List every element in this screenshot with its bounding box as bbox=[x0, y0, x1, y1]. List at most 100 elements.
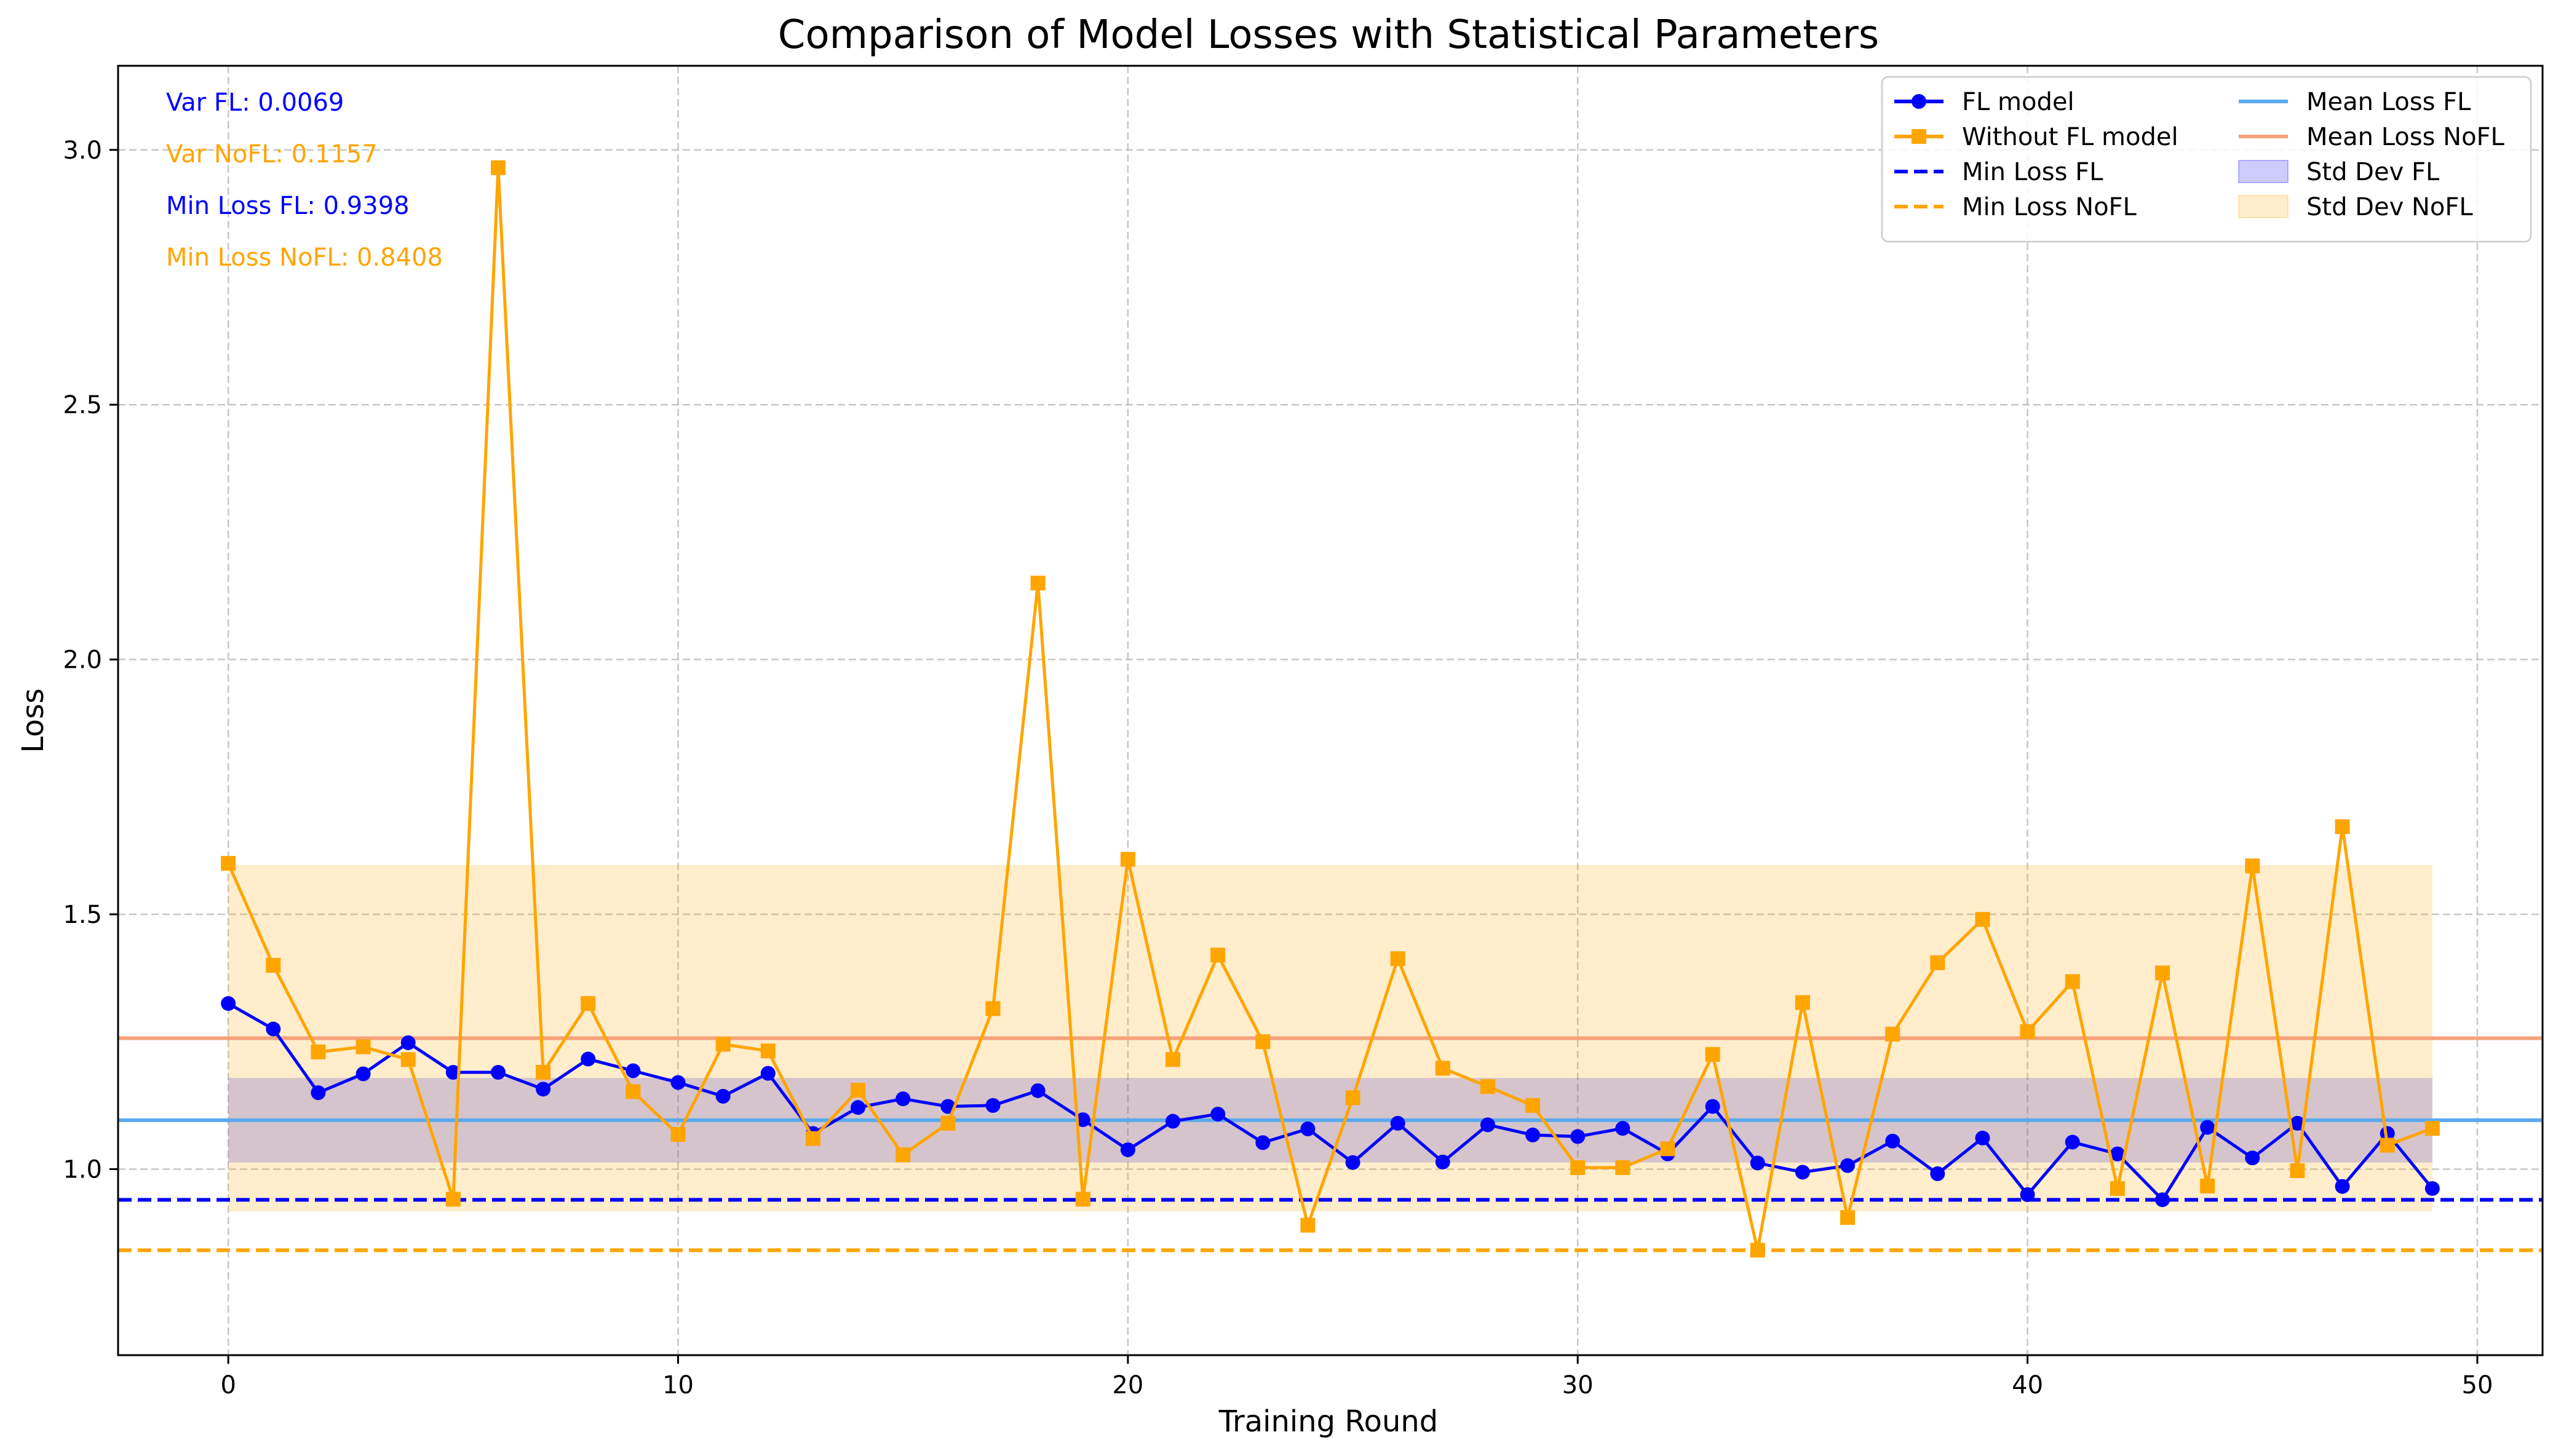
data-point bbox=[2200, 1120, 2215, 1135]
data-point bbox=[2065, 974, 2080, 989]
data-point bbox=[1930, 955, 1945, 970]
data-point bbox=[445, 1192, 461, 1207]
data-point bbox=[1345, 1090, 1360, 1106]
data-point bbox=[1750, 1243, 1765, 1258]
data-point bbox=[2200, 1178, 2215, 1193]
x-tick-label: 10 bbox=[662, 1371, 694, 1399]
data-point bbox=[1120, 852, 1135, 867]
data-point bbox=[940, 1115, 956, 1131]
legend-marker bbox=[1912, 129, 1926, 144]
data-point bbox=[400, 1052, 416, 1067]
data-point bbox=[2020, 1187, 2035, 1202]
data-point bbox=[670, 1075, 686, 1090]
legend-label: Mean Loss FL bbox=[2306, 88, 2471, 116]
data-point bbox=[221, 996, 236, 1011]
data-point bbox=[400, 1035, 416, 1050]
data-point bbox=[715, 1088, 731, 1104]
data-point bbox=[355, 1039, 371, 1054]
legend-label: Min Loss FL bbox=[1962, 158, 2103, 186]
data-point bbox=[985, 1001, 1001, 1016]
data-point bbox=[851, 1100, 866, 1115]
chart-title: Comparison of Model Losses with Statisti… bbox=[778, 12, 1880, 58]
data-point bbox=[1840, 1210, 1856, 1225]
x-tick-label: 30 bbox=[1562, 1371, 1594, 1399]
data-point bbox=[311, 1085, 326, 1101]
data-point bbox=[536, 1064, 551, 1080]
legend-box bbox=[1881, 76, 2532, 243]
y-axis-label: Loss bbox=[16, 688, 50, 753]
series-line bbox=[226, 166, 2433, 1252]
data-point bbox=[1165, 1114, 1181, 1129]
data-point bbox=[1615, 1121, 1630, 1136]
data-point bbox=[1300, 1121, 1316, 1136]
legend-label: Min Loss NoFL bbox=[1962, 193, 2137, 221]
plot-content bbox=[118, 160, 2543, 1258]
data-point bbox=[715, 1037, 731, 1052]
data-point bbox=[1660, 1141, 1675, 1157]
y-tick-label: 2.0 bbox=[63, 646, 102, 675]
axes-frame bbox=[117, 65, 2544, 1356]
legend-label: Without FL model bbox=[1962, 123, 2178, 151]
data-point bbox=[1255, 1034, 1271, 1050]
data-point bbox=[266, 957, 281, 973]
data-point bbox=[1840, 1158, 1856, 1173]
data-point bbox=[2065, 1134, 2080, 1150]
data-point bbox=[1300, 1217, 1316, 1233]
data-point bbox=[1705, 1099, 1720, 1114]
data-point bbox=[1390, 1115, 1405, 1131]
data-point bbox=[221, 856, 236, 871]
data-point bbox=[2380, 1138, 2395, 1153]
stat-annotation: Min Loss FL: 0.9398 bbox=[166, 192, 410, 220]
data-point bbox=[760, 1066, 776, 1081]
data-point bbox=[1570, 1129, 1586, 1144]
data-point bbox=[581, 1051, 596, 1067]
x-axis-label: Training Round bbox=[1218, 1404, 1439, 1439]
data-point bbox=[311, 1044, 326, 1059]
data-point bbox=[536, 1082, 551, 1097]
data-point bbox=[2290, 1163, 2305, 1178]
data-point bbox=[1120, 1142, 1135, 1157]
legend-swatch bbox=[2238, 195, 2289, 218]
legend-label: Std Dev FL bbox=[2306, 158, 2440, 186]
data-point bbox=[1795, 1165, 1810, 1180]
data-point bbox=[1930, 1166, 1945, 1181]
legend-label: Mean Loss NoFL bbox=[2306, 123, 2505, 151]
data-point bbox=[1075, 1192, 1090, 1207]
data-point bbox=[670, 1127, 686, 1142]
data-point bbox=[1615, 1160, 1630, 1175]
data-point bbox=[490, 160, 506, 175]
data-point bbox=[2424, 1121, 2440, 1136]
data-point bbox=[1255, 1135, 1271, 1150]
data-point bbox=[1435, 1154, 1450, 1169]
data-point bbox=[805, 1131, 820, 1146]
data-point bbox=[2155, 1192, 2170, 1208]
data-point bbox=[625, 1084, 641, 1099]
data-point bbox=[1435, 1061, 1450, 1076]
legend-marker bbox=[1912, 94, 1926, 109]
data-point bbox=[1480, 1117, 1495, 1133]
y-tick-label: 1.0 bbox=[63, 1155, 102, 1184]
data-point bbox=[2335, 819, 2350, 834]
stat-annotation: Min Loss NoFL: 0.8408 bbox=[166, 243, 443, 272]
data-point bbox=[355, 1066, 371, 1082]
data-point bbox=[2424, 1181, 2440, 1196]
x-tick-label: 20 bbox=[1112, 1371, 1143, 1399]
data-point bbox=[1210, 1106, 1226, 1122]
data-point bbox=[1885, 1026, 1900, 1042]
data-point bbox=[1210, 948, 1226, 963]
data-point bbox=[1795, 995, 1810, 1010]
data-point bbox=[760, 1043, 776, 1059]
data-point bbox=[895, 1147, 911, 1163]
data-point bbox=[2020, 1024, 2035, 1039]
data-point bbox=[1570, 1160, 1586, 1175]
legend-label: FL model bbox=[1962, 88, 2075, 116]
data-point bbox=[1165, 1052, 1181, 1067]
data-point bbox=[625, 1063, 641, 1078]
data-point bbox=[445, 1064, 461, 1080]
y-tick-label: 1.5 bbox=[63, 901, 102, 929]
x-tick-label: 40 bbox=[2012, 1371, 2043, 1399]
data-point bbox=[1975, 912, 1990, 927]
data-point bbox=[1390, 951, 1405, 967]
